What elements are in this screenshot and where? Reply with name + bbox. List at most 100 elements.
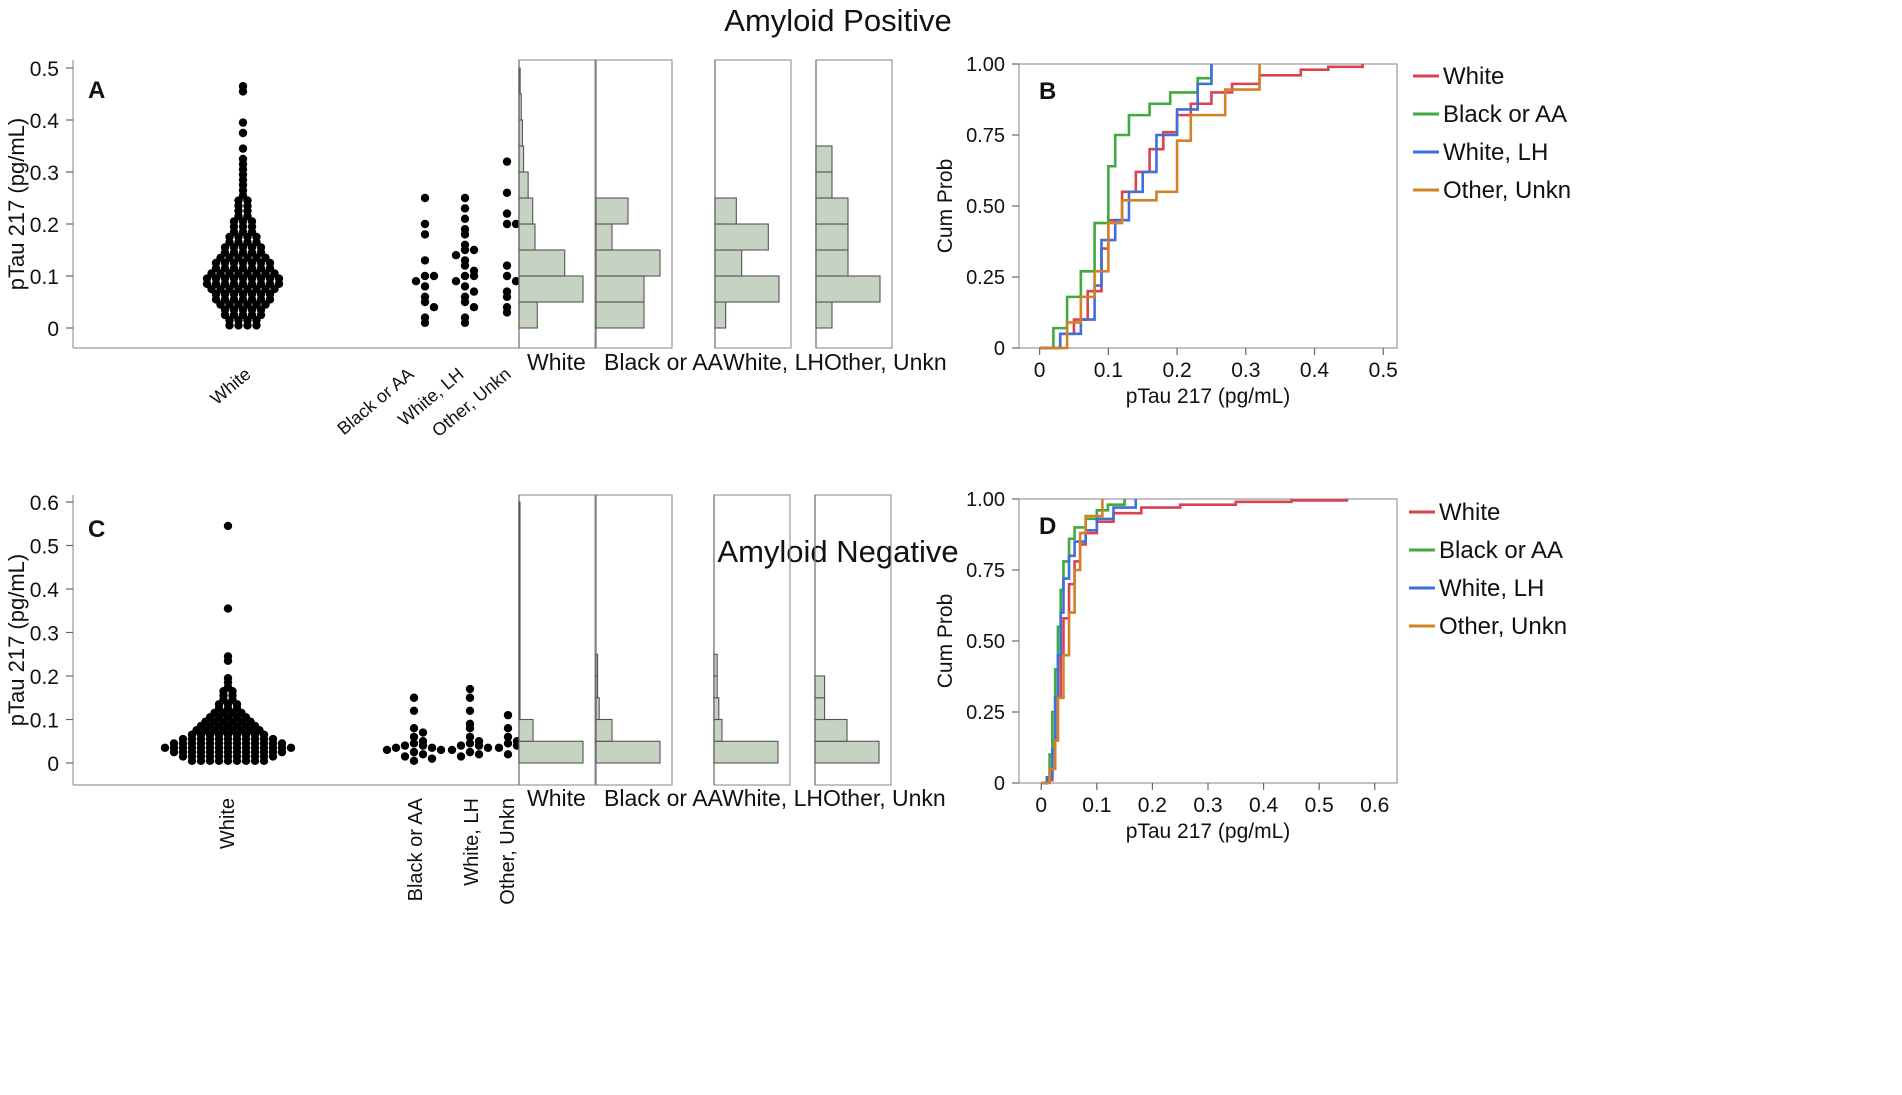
histogram-bar: [595, 718, 613, 742]
cdf-line-other-unkn: [1041, 499, 1104, 785]
data-point: [460, 282, 470, 291]
histogram-bar: [595, 197, 629, 225]
x-tick-label: 0: [1034, 359, 1046, 382]
histogram-bar: [815, 145, 833, 173]
panel-letter: A: [88, 77, 105, 104]
data-point: [460, 204, 470, 213]
panel-letter: B: [1039, 78, 1056, 105]
data-point: [427, 754, 437, 763]
histogram-label: White: [527, 785, 586, 811]
histogram-bar: [518, 653, 521, 677]
histogram-label: Black or AA: [604, 785, 724, 811]
histogram-bar: [518, 93, 522, 121]
histogram-bar: [814, 740, 880, 764]
data-point: [420, 297, 430, 307]
x-tick-label: 0.5: [1369, 359, 1398, 382]
histogram-bar: [595, 223, 613, 251]
data-point: [465, 739, 475, 748]
data-point: [418, 741, 428, 750]
data-point: [160, 743, 170, 752]
data-point: [169, 739, 179, 748]
data-point: [238, 144, 248, 153]
cdf-line-white-lh: [1041, 499, 1138, 785]
histogram-bar: [518, 249, 566, 277]
data-point: [465, 684, 475, 694]
data-point: [451, 277, 461, 286]
y-tick-label: 0.75: [966, 125, 1005, 147]
histogram-bar: [815, 275, 881, 303]
data-point: [447, 745, 457, 755]
data-point: [277, 739, 287, 748]
histogram-bar: [713, 653, 718, 677]
plot-frame: [1018, 63, 1398, 349]
data-point: [286, 743, 296, 752]
data-point: [502, 271, 512, 281]
data-point: [456, 741, 466, 750]
y-tick-label: 0: [47, 318, 59, 341]
histogram-bar: [518, 197, 534, 225]
data-point: [409, 739, 419, 748]
histogram-label: White, LH: [722, 785, 823, 811]
data-point: [409, 724, 419, 733]
histogram-bar: [814, 697, 826, 721]
section-title-negative: Amyloid Negative: [717, 534, 958, 569]
histogram-label: Other, Unkn: [824, 349, 947, 375]
panel-letter: D: [1039, 513, 1056, 540]
cdf-line-other-unkn: [1039, 64, 1261, 350]
data-point: [502, 219, 512, 229]
data-point: [460, 214, 470, 223]
data-point: [268, 734, 278, 744]
y-tick-label: 0.50: [966, 631, 1005, 653]
data-point: [460, 318, 470, 327]
x-category-label: White, LH: [461, 798, 483, 886]
data-point: [503, 710, 513, 720]
data-point: [465, 724, 475, 733]
x-tick-label: 0.2: [1138, 794, 1167, 817]
data-point: [460, 261, 470, 270]
histogram-bar: [518, 610, 521, 634]
data-point: [474, 741, 484, 750]
y-tick-label: 0.75: [966, 560, 1005, 582]
data-point: [469, 245, 479, 255]
data-point: [409, 756, 419, 766]
y-tick-label: 1.00: [966, 54, 1005, 76]
data-point: [460, 193, 470, 203]
y-tick-label: 0.25: [966, 267, 1005, 289]
histogram-bar: [518, 145, 525, 173]
data-point: [391, 743, 401, 752]
y-tick-label: 0.3: [30, 162, 59, 185]
cdf-line-white-lh: [1039, 64, 1213, 350]
y-tick-label: 0.5: [30, 536, 59, 559]
y-tick-label: 0.2: [30, 214, 59, 237]
histogram-bar: [595, 675, 599, 699]
data-point: [465, 732, 475, 742]
legend-label-black-or-aa: Black or AA: [1443, 101, 1567, 128]
histogram-bar: [815, 223, 849, 251]
data-point: [502, 188, 512, 197]
x-tick-label: 0.3: [1231, 359, 1260, 382]
data-point: [420, 282, 430, 291]
data-point: [460, 297, 470, 307]
x-axis-title: pTau 217 (pg/mL): [1126, 820, 1291, 843]
histogram-bar: [595, 697, 600, 721]
histogram-bar: [714, 249, 743, 277]
data-point: [502, 157, 512, 166]
y-tick-label: 0.4: [30, 579, 60, 602]
data-point: [460, 230, 470, 239]
x-tick-label: 0: [1035, 794, 1047, 817]
data-point: [411, 277, 421, 286]
histogram-bar: [595, 653, 599, 677]
data-point: [511, 219, 521, 229]
data-point: [429, 303, 439, 312]
legend-label-other-unkn: Other, Unkn: [1443, 177, 1571, 204]
legend-label-white: White: [1439, 499, 1500, 526]
histogram-bar: [518, 675, 521, 699]
y-tick-label: 0.5: [30, 58, 59, 81]
histogram-bar: [518, 301, 538, 329]
legend-label-white-lh: White, LH: [1439, 575, 1544, 602]
data-point: [223, 673, 233, 683]
histogram-bar: [815, 249, 849, 277]
histogram-bar: [595, 249, 661, 277]
data-point: [238, 154, 248, 164]
